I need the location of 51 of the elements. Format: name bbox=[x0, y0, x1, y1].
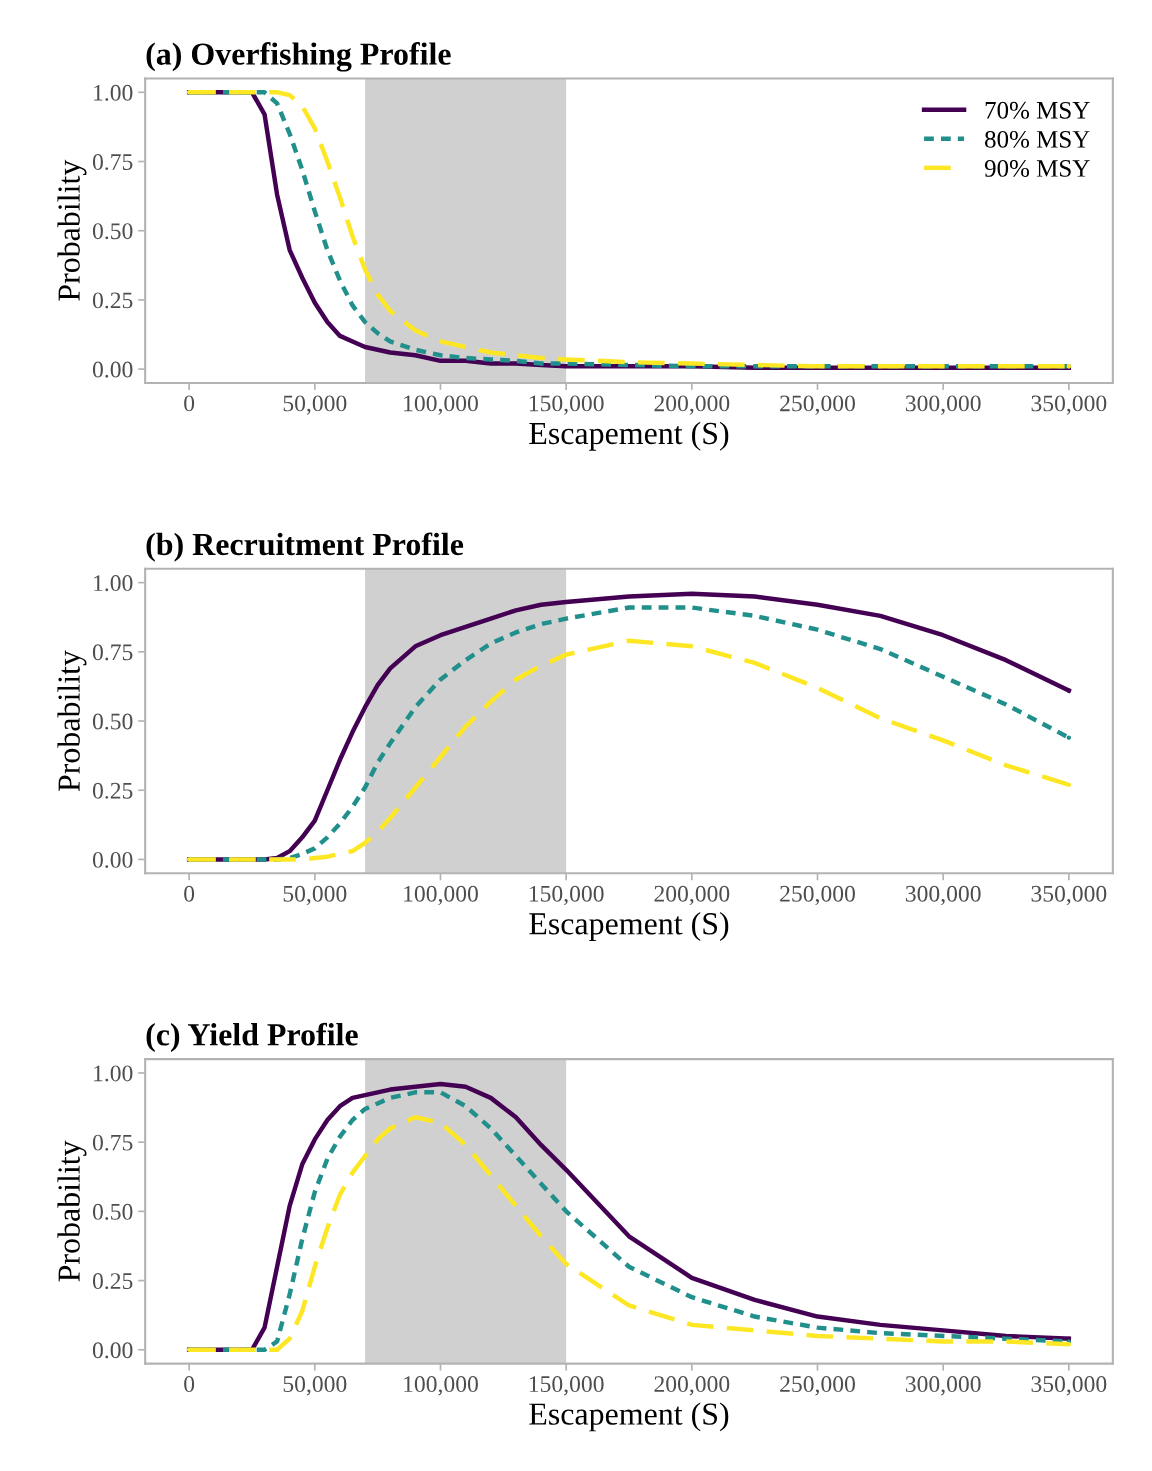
y-tick-label: 0.50 bbox=[92, 223, 133, 240]
legend-label: 80% MSY bbox=[985, 130, 1090, 148]
y-tick-label: 0.25 bbox=[92, 1273, 133, 1290]
x-tick-label: 350,000 bbox=[1031, 885, 1107, 906]
x-tick-label: 200,000 bbox=[654, 395, 730, 415]
x-tick-label: 150,000 bbox=[529, 395, 604, 415]
y-tick-label: 1.00 bbox=[94, 575, 133, 592]
x-tick-label: 150,000 bbox=[529, 885, 604, 906]
x-tick-label: 250,000 bbox=[780, 885, 855, 906]
y-axis-title: Probability bbox=[57, 1140, 87, 1282]
x-axis-title: Escapement (S) bbox=[529, 421, 729, 451]
y-axis-title: Probability bbox=[57, 650, 87, 792]
y-tick-label: 1.00 bbox=[94, 84, 133, 101]
x-tick-label: 200,000 bbox=[654, 1376, 730, 1396]
x-tick-label: 250,000 bbox=[780, 395, 855, 415]
x-tick-label: 300,000 bbox=[905, 885, 981, 906]
x-tick-label: 350,000 bbox=[1031, 1376, 1107, 1396]
x-axis-title: Escapement (S) bbox=[529, 912, 729, 942]
x-tick-label: 100,000 bbox=[404, 885, 478, 906]
chart-title: (b) Recruitment Profile bbox=[146, 532, 464, 562]
x-tick-label: 0 bbox=[184, 1376, 195, 1393]
x-tick-label: 50,000 bbox=[283, 395, 347, 415]
y-tick-label: 0.75 bbox=[92, 1134, 133, 1151]
chart-title: (c) Yield Profile bbox=[146, 1022, 358, 1053]
x-tick-label: 100,000 bbox=[404, 1376, 478, 1396]
y-tick-label: 0.00 bbox=[92, 1342, 133, 1359]
y-tick-label: 0.75 bbox=[92, 644, 133, 661]
x-tick-label: 300,000 bbox=[905, 395, 981, 415]
x-tick-label: 50,000 bbox=[283, 885, 347, 906]
x-tick-label: 50,000 bbox=[283, 1376, 347, 1396]
chart-title: (a) Overfishing Profile bbox=[146, 42, 451, 72]
y-tick-label: 0.00 bbox=[92, 851, 133, 868]
y-tick-label: 0.50 bbox=[92, 713, 133, 730]
x-tick-label: 200,000 bbox=[654, 885, 730, 906]
y-tick-label: 0.25 bbox=[92, 782, 133, 799]
x-tick-label: 350,000 bbox=[1031, 395, 1107, 415]
x-tick-label: 0 bbox=[184, 885, 195, 902]
y-tick-label: 0.75 bbox=[92, 153, 133, 171]
x-tick-label: 0 bbox=[184, 395, 195, 412]
x-tick-label: 100,000 bbox=[404, 395, 478, 415]
x-axis-title: Escapement (S) bbox=[529, 1402, 729, 1432]
y-tick-label: 0.00 bbox=[92, 361, 133, 378]
x-tick-label: 150,000 bbox=[529, 1376, 604, 1396]
y-tick-label: 0.50 bbox=[92, 1203, 133, 1220]
y-tick-label: 0.25 bbox=[92, 292, 133, 309]
legend-label: 90% MSY bbox=[984, 159, 1090, 177]
legend-label: 70% MSY bbox=[985, 101, 1090, 119]
x-tick-label: 300,000 bbox=[905, 1376, 981, 1396]
x-tick-label: 250,000 bbox=[780, 1376, 855, 1396]
y-axis-title: Probability bbox=[57, 159, 87, 301]
y-tick-label: 1.00 bbox=[94, 1065, 133, 1082]
